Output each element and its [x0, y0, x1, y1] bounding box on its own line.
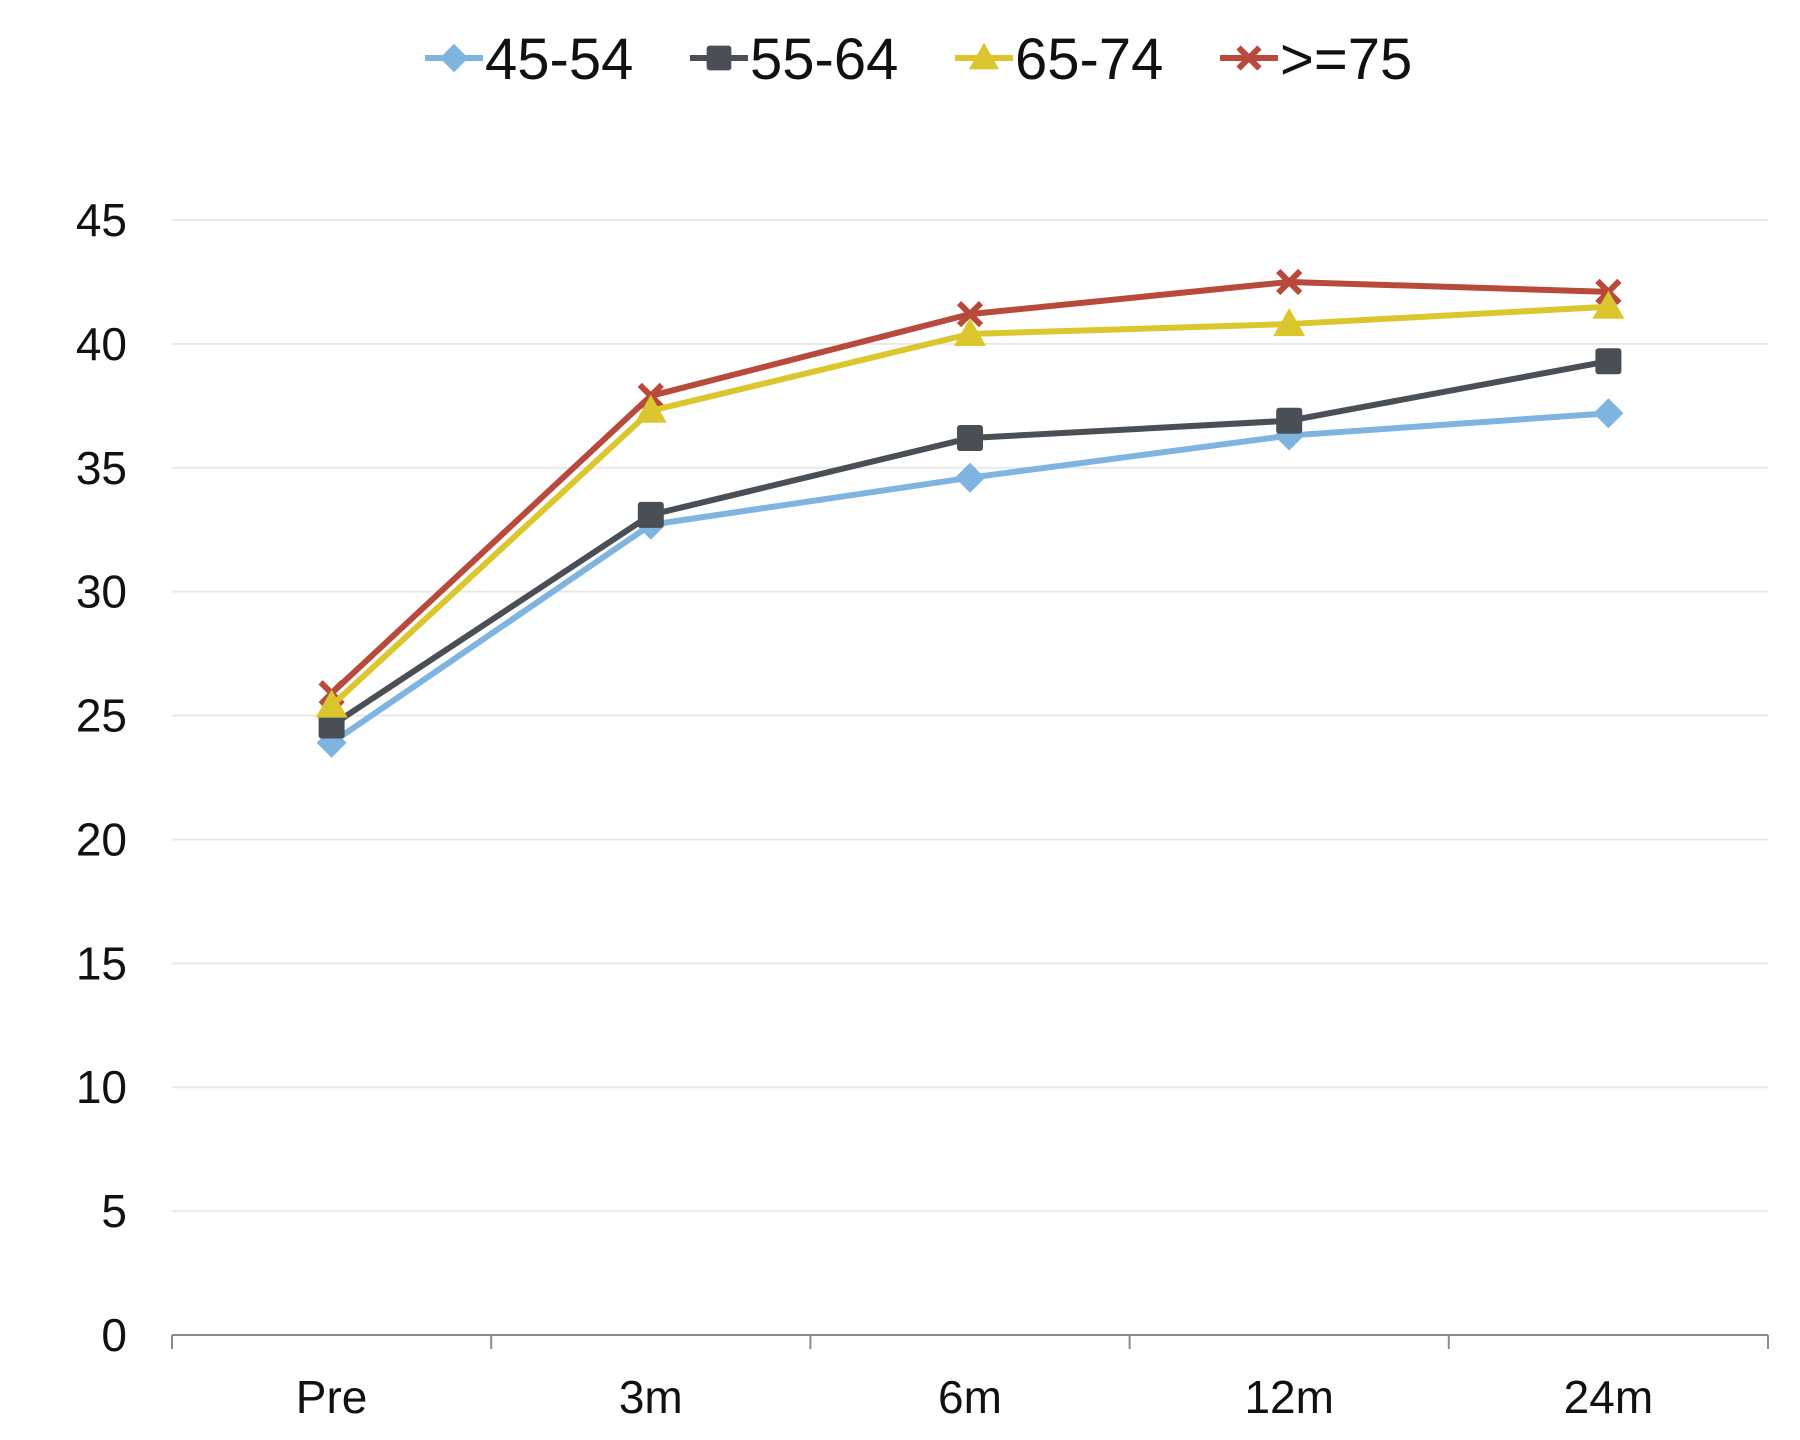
x-axis-tick-labels: Pre 3m 6m 12m 24m	[296, 1371, 1653, 1423]
gridlines	[172, 219, 1768, 1213]
y-tick-label: 15	[76, 937, 127, 989]
y-tick-label: 40	[76, 318, 127, 370]
data-point	[1276, 407, 1303, 434]
data-point	[1593, 398, 1624, 429]
x-tick-label: 12m	[1244, 1371, 1333, 1423]
data-point	[956, 301, 984, 328]
data-point	[1276, 268, 1303, 296]
data-point	[318, 712, 345, 739]
x-tick-label: 6m	[938, 1371, 1002, 1423]
data-point	[954, 317, 986, 346]
legend-label: >=75	[1280, 27, 1412, 92]
data-point	[634, 394, 667, 423]
y-axis-tick-labels: 0 5 10 15 20 25 30 35 40 45	[76, 194, 127, 1361]
series-layer	[315, 268, 1625, 758]
series-45-54	[316, 398, 1624, 758]
data-point	[706, 45, 732, 71]
y-tick-label: 25	[76, 690, 127, 742]
data-point	[1236, 45, 1262, 71]
series-55-64	[318, 348, 1622, 739]
series-line	[329, 358, 1609, 728]
y-tick-label: 10	[76, 1061, 127, 1113]
y-tick-label: 30	[76, 566, 127, 618]
legend-item: 55-64	[690, 27, 898, 92]
data-point	[957, 425, 983, 452]
x-axis	[171, 1334, 1769, 1349]
data-point	[968, 42, 1000, 70]
x-tick-label: 24m	[1564, 1371, 1653, 1423]
y-tick-label: 45	[76, 194, 127, 246]
legend-item: 45-54	[425, 27, 633, 92]
y-tick-label: 20	[76, 813, 127, 865]
y-tick-label: 5	[101, 1185, 127, 1237]
legend-label: 65-74	[1015, 27, 1163, 92]
x-tick-label: Pre	[296, 1371, 368, 1423]
series-line	[329, 303, 1609, 708]
data-point	[955, 462, 985, 493]
legend: 45-54 55-64 65-74 >=75	[425, 27, 1412, 92]
data-point	[1595, 348, 1622, 375]
y-tick-label: 35	[76, 442, 127, 494]
legend-item: 65-74	[955, 27, 1163, 92]
y-tick-label: 0	[101, 1309, 127, 1361]
x-tick-label: 3m	[619, 1371, 683, 1423]
data-point	[637, 501, 664, 528]
data-point	[1273, 308, 1306, 337]
legend-item: >=75	[1220, 27, 1412, 92]
legend-label: 55-64	[750, 27, 898, 92]
series-65-74	[315, 290, 1625, 718]
data-point	[439, 43, 469, 73]
data-point	[315, 689, 348, 718]
data-point	[1592, 290, 1625, 319]
legend-label: 45-54	[485, 27, 633, 92]
